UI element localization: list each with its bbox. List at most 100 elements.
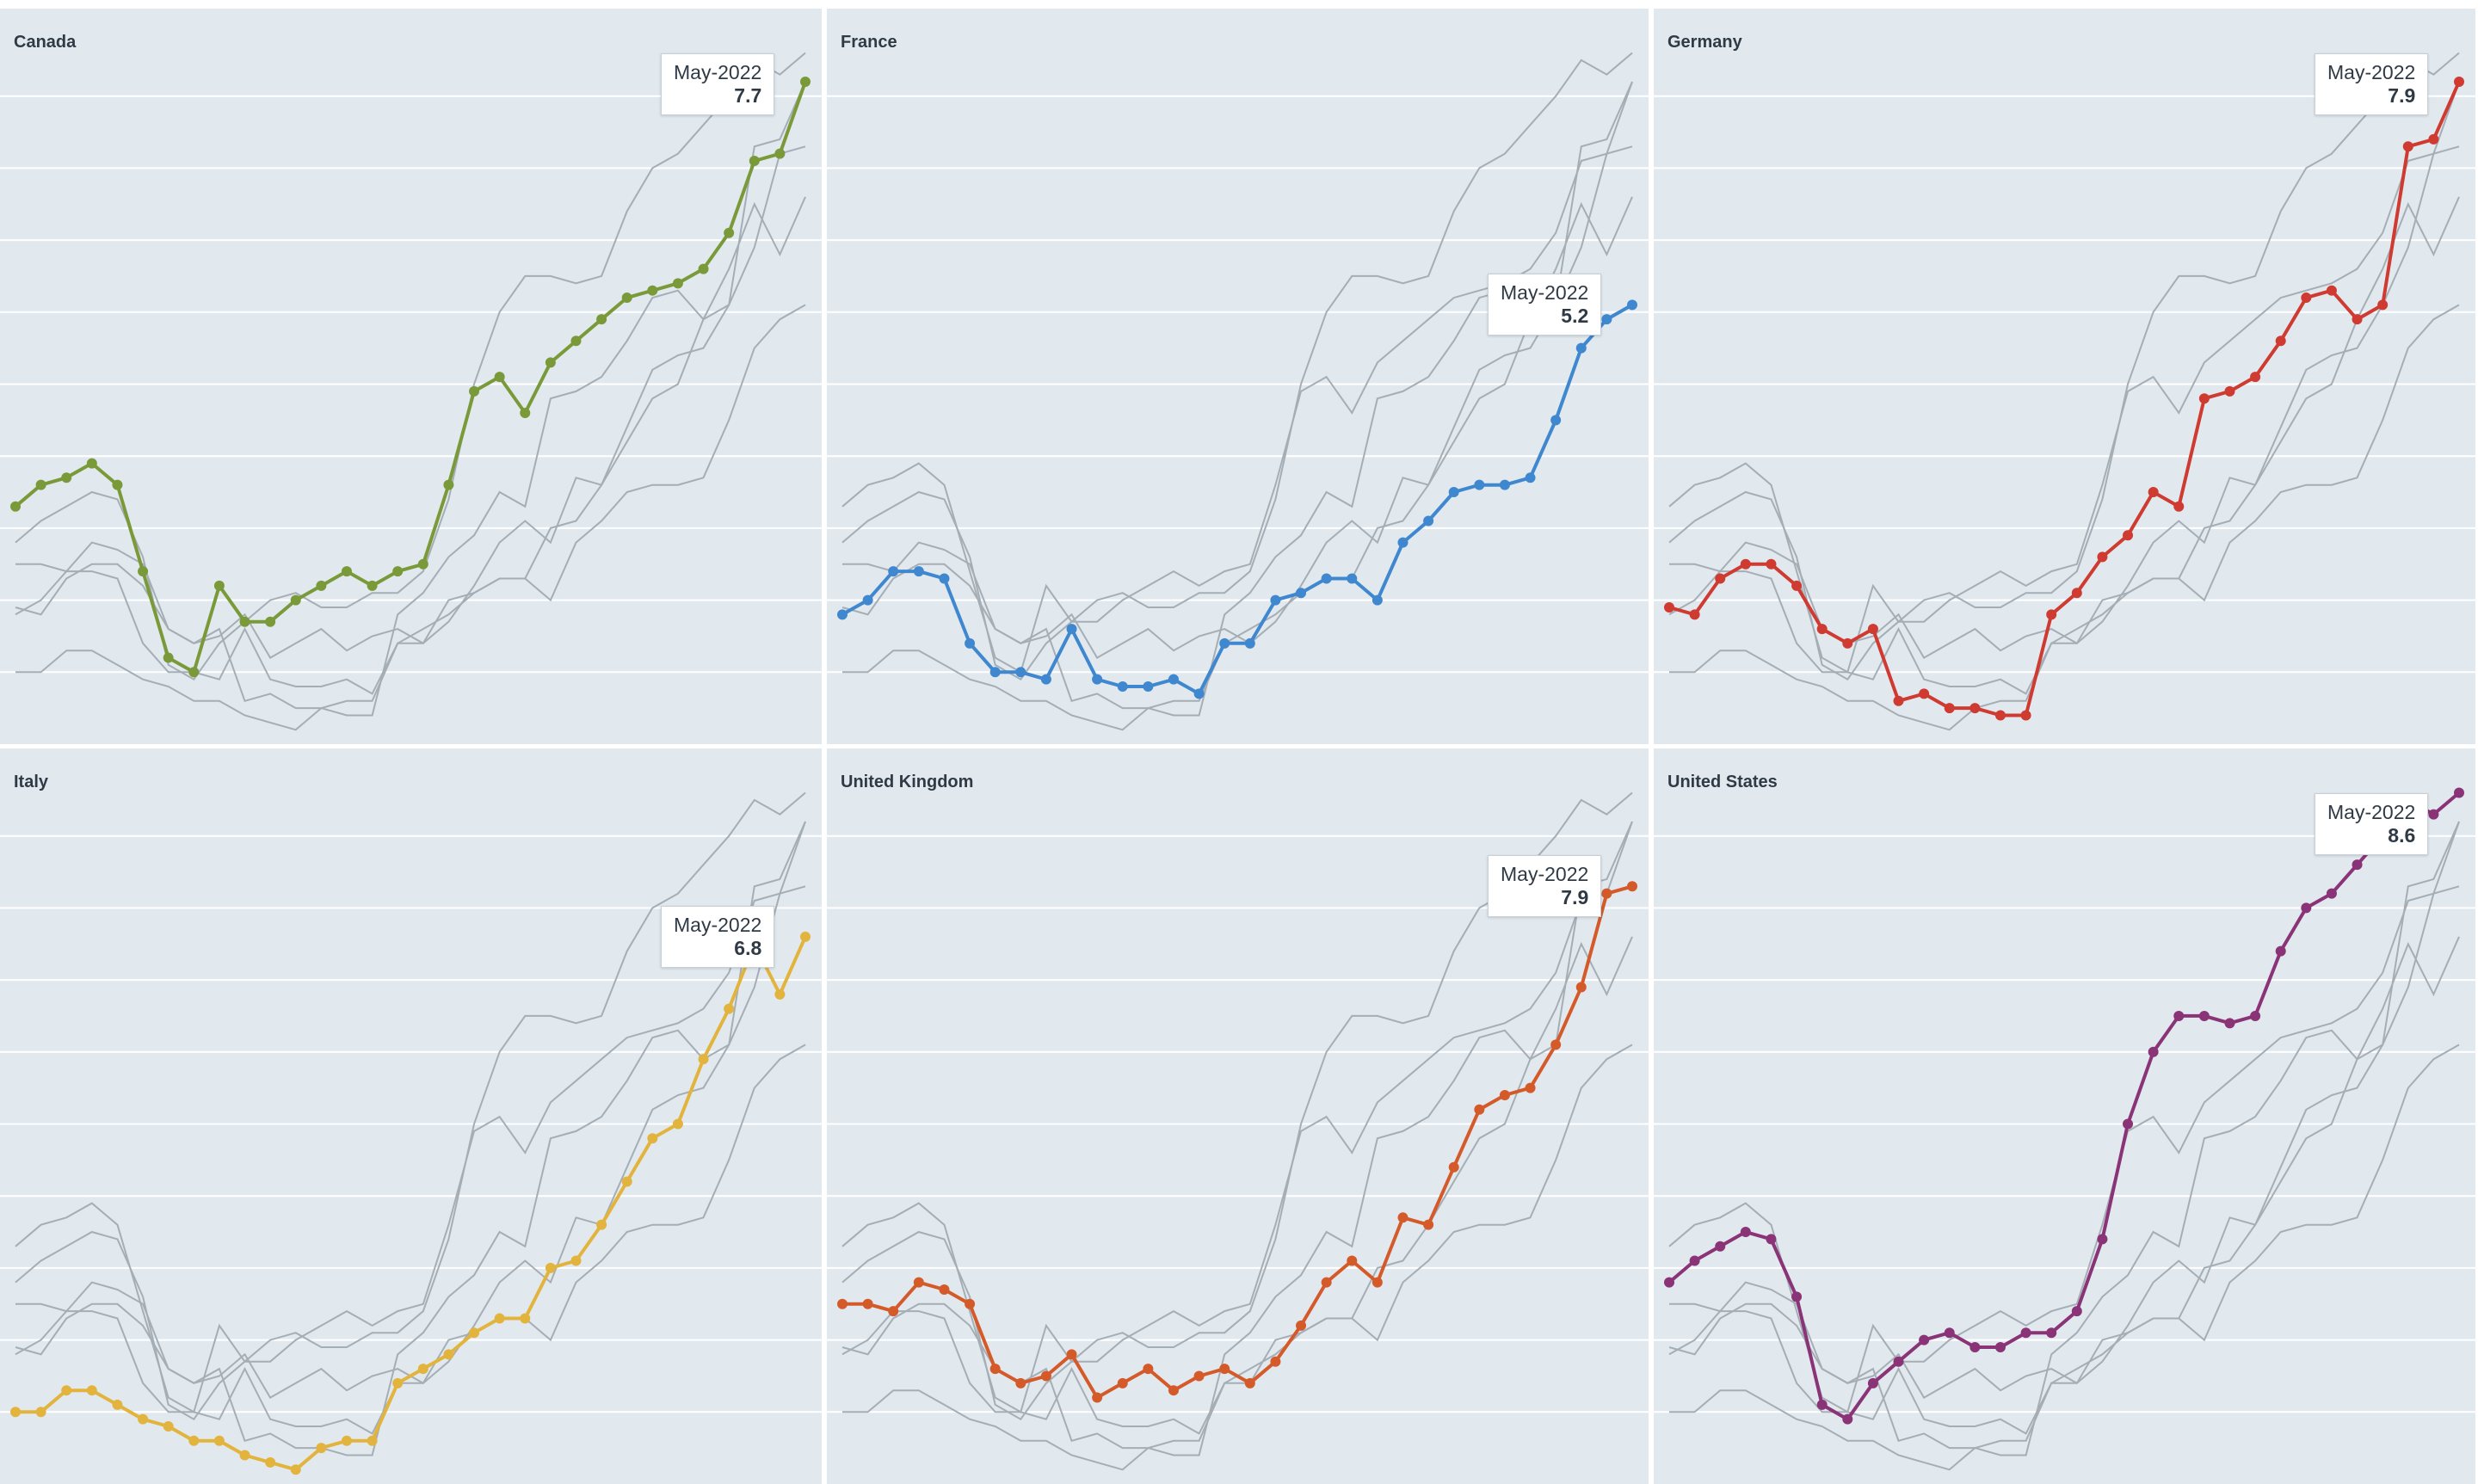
data-point[interactable] bbox=[1347, 1255, 1358, 1266]
data-point[interactable] bbox=[1066, 1349, 1077, 1360]
data-point[interactable] bbox=[520, 1313, 531, 1324]
data-point[interactable] bbox=[1423, 515, 1434, 526]
data-point[interactable] bbox=[989, 667, 1001, 678]
data-point[interactable] bbox=[392, 566, 404, 577]
data-point[interactable] bbox=[545, 1262, 556, 1273]
data-point[interactable] bbox=[939, 1284, 950, 1296]
data-point[interactable] bbox=[188, 1435, 200, 1446]
data-point[interactable] bbox=[596, 314, 607, 325]
data-point[interactable] bbox=[2250, 1010, 2261, 1021]
data-point[interactable] bbox=[800, 76, 811, 87]
data-point[interactable] bbox=[61, 472, 72, 483]
data-point[interactable] bbox=[1423, 1219, 1434, 1230]
data-point[interactable] bbox=[1919, 1334, 1930, 1345]
data-point[interactable] bbox=[939, 573, 950, 584]
data-point[interactable] bbox=[290, 594, 301, 606]
data-point[interactable] bbox=[1550, 1039, 1562, 1050]
data-point[interactable] bbox=[2097, 551, 2108, 563]
data-point[interactable] bbox=[1575, 342, 1587, 354]
data-point[interactable] bbox=[138, 566, 149, 577]
data-point[interactable] bbox=[2148, 487, 2159, 498]
data-point[interactable] bbox=[1791, 1291, 1803, 1302]
data-point[interactable] bbox=[698, 263, 709, 274]
data-point[interactable] bbox=[913, 566, 924, 577]
data-point[interactable] bbox=[724, 1003, 735, 1014]
data-point[interactable] bbox=[1499, 479, 1510, 490]
data-point[interactable] bbox=[965, 637, 976, 649]
data-point[interactable] bbox=[2097, 1234, 2108, 1245]
data-point[interactable] bbox=[1270, 1356, 1281, 1367]
data-point[interactable] bbox=[1474, 479, 1485, 490]
data-point[interactable] bbox=[2046, 1327, 2057, 1339]
data-point[interactable] bbox=[1740, 1227, 1751, 1238]
data-point[interactable] bbox=[888, 1306, 899, 1317]
data-point[interactable] bbox=[545, 357, 556, 368]
data-point[interactable] bbox=[1664, 1277, 1674, 1288]
data-point[interactable] bbox=[1244, 637, 1255, 649]
data-point[interactable] bbox=[1015, 1377, 1026, 1389]
data-point[interactable] bbox=[367, 580, 378, 591]
data-point[interactable] bbox=[138, 1413, 149, 1425]
data-point[interactable] bbox=[2275, 945, 2286, 957]
data-point[interactable] bbox=[1066, 624, 1077, 635]
data-point[interactable] bbox=[163, 1421, 174, 1432]
data-point[interactable] bbox=[647, 285, 658, 296]
data-point[interactable] bbox=[2123, 1118, 2134, 1130]
data-point[interactable] bbox=[1627, 299, 1637, 311]
data-point[interactable] bbox=[1944, 1327, 1955, 1339]
data-point[interactable] bbox=[1448, 487, 1459, 498]
data-point[interactable] bbox=[1627, 881, 1637, 892]
data-point[interactable] bbox=[621, 1176, 632, 1187]
data-point[interactable] bbox=[341, 1435, 352, 1446]
data-point[interactable] bbox=[86, 1385, 97, 1396]
data-point[interactable] bbox=[1664, 601, 1674, 613]
data-point[interactable] bbox=[112, 1399, 123, 1410]
data-point[interactable] bbox=[265, 1456, 276, 1468]
data-point[interactable] bbox=[1969, 703, 1981, 714]
data-point[interactable] bbox=[913, 1277, 924, 1288]
data-point[interactable] bbox=[112, 479, 123, 490]
data-point[interactable] bbox=[1372, 1277, 1383, 1288]
data-point[interactable] bbox=[2454, 76, 2464, 87]
data-point[interactable] bbox=[2275, 336, 2286, 347]
data-point[interactable] bbox=[2173, 1010, 2185, 1021]
data-point[interactable] bbox=[341, 566, 352, 577]
data-point[interactable] bbox=[35, 479, 46, 490]
data-point[interactable] bbox=[1168, 674, 1179, 685]
data-point[interactable] bbox=[2198, 1010, 2210, 1021]
data-point[interactable] bbox=[1193, 1370, 1205, 1382]
data-point[interactable] bbox=[1575, 982, 1587, 993]
data-point[interactable] bbox=[163, 652, 174, 663]
data-point[interactable] bbox=[1448, 1161, 1459, 1173]
data-point[interactable] bbox=[1816, 624, 1828, 635]
data-point[interactable] bbox=[1219, 637, 1230, 649]
data-point[interactable] bbox=[1499, 1090, 1510, 1101]
data-point[interactable] bbox=[35, 1407, 46, 1418]
data-point[interactable] bbox=[1842, 637, 1853, 649]
data-point[interactable] bbox=[2198, 393, 2210, 404]
data-point[interactable] bbox=[1689, 609, 1700, 620]
data-point[interactable] bbox=[1944, 703, 1955, 714]
data-point[interactable] bbox=[2402, 141, 2413, 152]
data-point[interactable] bbox=[1397, 1212, 1409, 1223]
data-point[interactable] bbox=[10, 1407, 21, 1418]
data-point[interactable] bbox=[469, 1327, 480, 1339]
data-point[interactable] bbox=[2148, 1046, 2159, 1057]
data-point[interactable] bbox=[316, 580, 327, 591]
data-point[interactable] bbox=[290, 1464, 301, 1475]
data-point[interactable] bbox=[2352, 314, 2363, 325]
data-point[interactable] bbox=[672, 278, 683, 289]
data-point[interactable] bbox=[2326, 888, 2337, 899]
data-point[interactable] bbox=[1092, 674, 1103, 685]
data-point[interactable] bbox=[2071, 1306, 2082, 1317]
data-point[interactable] bbox=[2224, 385, 2235, 397]
data-point[interactable] bbox=[647, 1133, 658, 1144]
data-point[interactable] bbox=[1994, 710, 2006, 721]
data-point[interactable] bbox=[1092, 1392, 1103, 1403]
data-point[interactable] bbox=[1040, 674, 1051, 685]
data-point[interactable] bbox=[10, 501, 21, 512]
data-point[interactable] bbox=[1117, 1377, 1128, 1389]
data-point[interactable] bbox=[1601, 314, 1612, 325]
data-point[interactable] bbox=[1321, 1277, 1332, 1288]
data-point[interactable] bbox=[61, 1385, 72, 1396]
